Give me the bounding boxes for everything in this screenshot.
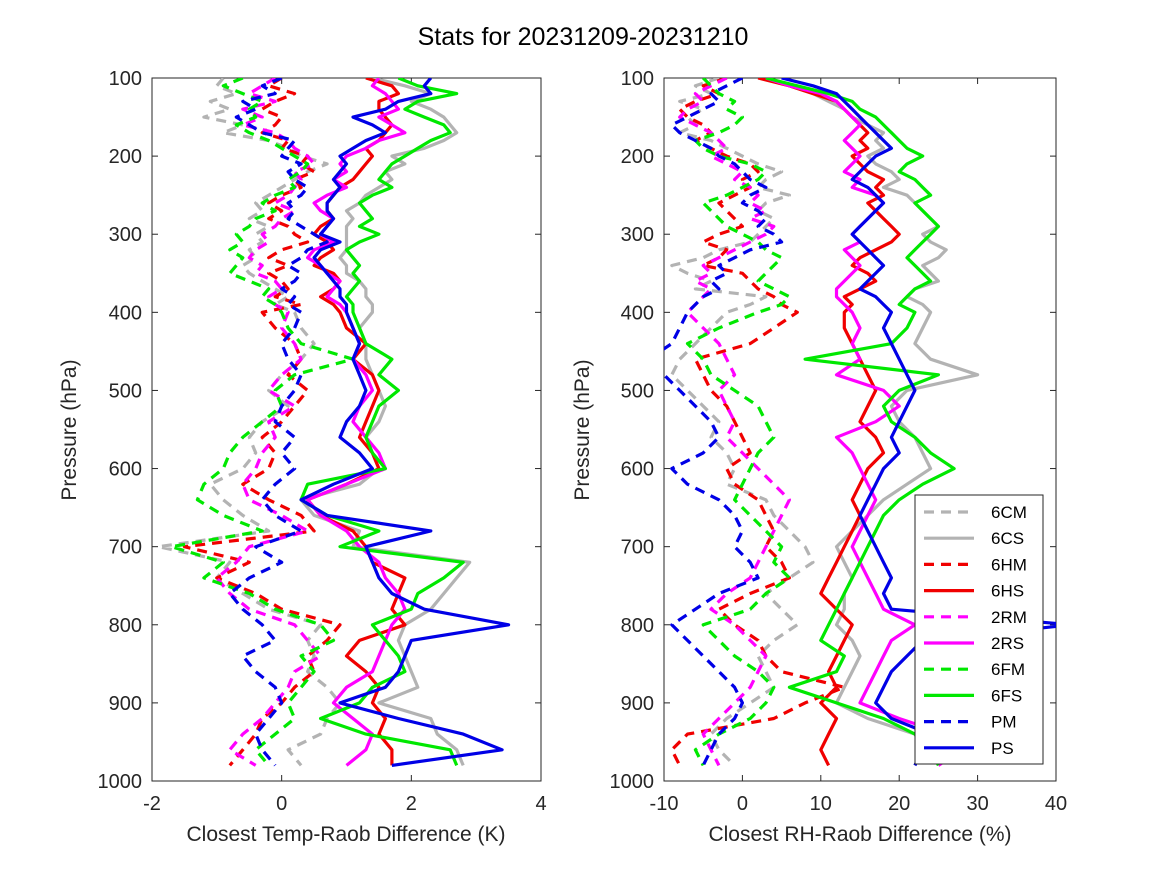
series-line-2rs — [765, 78, 964, 767]
legend: 6CM 6CS 6HM 6HS 2RM 2RS 6FM 6FS PM PS — [914, 494, 1044, 765]
series-line-pm — [664, 78, 784, 767]
axis-ticks: -10 0 10 20 30 40 100 200 300 400 500 600 700 800 900 1… — [610, 68, 1068, 815]
series-line-6hs — [306, 78, 407, 766]
plot-area — [151, 77, 542, 782]
y-tick-label: 100 — [621, 68, 654, 90]
x-tick-label: 4 — [535, 793, 546, 815]
x-tick-label: -2 — [143, 793, 161, 815]
x-tick-label: 30 — [966, 793, 988, 815]
y-tick-label: 400 — [621, 302, 654, 324]
y-tick-label: 200 — [621, 146, 654, 168]
legend-label: 6FS — [991, 686, 1022, 705]
x-tick-label: 10 — [810, 793, 832, 815]
series-line-6fm — [685, 78, 792, 767]
series-layer — [664, 78, 1056, 767]
series-line-6fm — [169, 78, 355, 767]
x-axis-label: Closest Temp-Raob Difference (K) — [186, 823, 505, 846]
y-tick-label: 1000 — [610, 771, 655, 793]
y-tick-label: 600 — [621, 459, 654, 481]
series-line-ps — [299, 78, 511, 767]
y-tick-label: 200 — [109, 146, 142, 168]
y-tick-label: 300 — [109, 224, 142, 246]
x-tick-label: 2 — [406, 793, 417, 815]
y-tick-label: 700 — [109, 537, 142, 559]
y-tick-label: 400 — [109, 302, 142, 324]
y-tick-label: 1000 — [98, 771, 143, 793]
legend-label: 2RM — [991, 608, 1027, 627]
y-tick-label: 900 — [621, 693, 654, 715]
x-tick-label: -10 — [650, 793, 679, 815]
y-axis-label: Pressure (hPa) — [58, 359, 81, 500]
legend-label: 6HM — [991, 555, 1027, 574]
x-tick-label: 40 — [1045, 793, 1067, 815]
axis-ticks: -2 0 2 4 100 200 300 400 500 600 700 800 900 1000 — [98, 68, 547, 815]
series-line-6cm — [156, 78, 342, 767]
x-tick-label: 0 — [276, 793, 287, 815]
y-tick-label: 600 — [109, 459, 142, 481]
legend-label: 6HS — [991, 582, 1024, 601]
series-layer — [156, 78, 511, 767]
series-line-6fs — [299, 78, 465, 767]
y-tick-label: 500 — [621, 380, 654, 402]
figure-title: Stats for 20231209-20231210 — [418, 23, 749, 51]
y-axis-label: Pressure (hPa) — [571, 359, 594, 500]
y-tick-label: 900 — [109, 693, 142, 715]
y-tick-label: 300 — [621, 224, 654, 246]
series-line-6cs — [765, 78, 980, 767]
legend-label: 6FM — [991, 660, 1025, 679]
x-tick-label: 0 — [737, 793, 748, 815]
series-line-6cs — [299, 78, 472, 767]
x-axis-label: Closest RH-Raob Difference (%) — [708, 823, 1011, 846]
legend-label: 2RS — [991, 634, 1024, 653]
temp-difference-panel: -2 0 2 4 100 200 300 400 500 600 700 800 900 1000 Clo… — [58, 68, 547, 846]
y-tick-label: 800 — [621, 615, 654, 637]
y-tick-label: 800 — [109, 615, 142, 637]
series-line-pm — [228, 78, 329, 767]
series-line-6hm — [670, 78, 846, 767]
legend-label: PM — [991, 713, 1017, 732]
x-tick-label: 20 — [888, 793, 910, 815]
legend-label: 6CM — [991, 503, 1027, 522]
y-tick-label: 700 — [621, 537, 654, 559]
y-tick-label: 500 — [109, 380, 142, 402]
rh-difference-panel: -10 0 10 20 30 40 100 200 300 400 500 600 700 800 900 1… — [571, 68, 1068, 846]
legend-label: PS — [991, 739, 1014, 758]
series-line-2rm — [215, 78, 323, 767]
legend-box — [914, 494, 1044, 765]
y-tick-label: 100 — [109, 68, 142, 90]
series-line-6cm — [670, 78, 815, 767]
legend-label: 6CS — [991, 529, 1024, 548]
series-line-6fs — [765, 78, 956, 767]
